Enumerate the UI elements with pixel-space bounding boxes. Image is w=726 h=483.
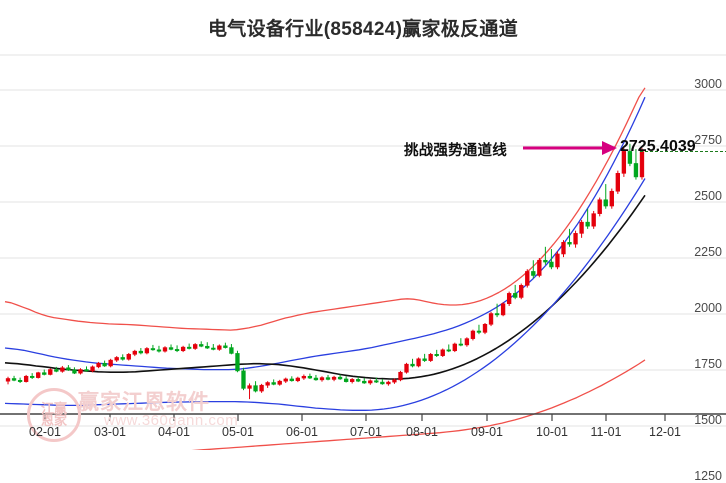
- watermark-seal-text: 江赢恩家: [40, 401, 67, 428]
- y-axis-tick-2500: 2500: [694, 189, 722, 203]
- x-axis-tick-08-01: 08-01: [406, 425, 438, 439]
- x-axis-tick-06-01: 06-01: [286, 425, 318, 439]
- y-axis-tick-1750: 1750: [694, 357, 722, 371]
- watermark-seal-icon: 江赢恩家: [27, 388, 81, 442]
- x-axis-tick-07-01: 07-01: [350, 425, 382, 439]
- x-axis-tick-04-01: 04-01: [158, 425, 190, 439]
- y-axis-tick-2250: 2250: [694, 245, 722, 259]
- last-price-label: 2725.4039: [620, 138, 696, 155]
- x-axis-tick-09-01: 09-01: [471, 425, 503, 439]
- x-axis-tick-05-01: 05-01: [222, 425, 254, 439]
- x-axis-tick-03-01: 03-01: [94, 425, 126, 439]
- y-axis-tick-1500: 1500: [694, 413, 722, 427]
- stock-chart-panel: 电气设备行业(858424)赢家极反通道 江赢恩家 赢家江恩软件 www.360…: [0, 19, 726, 482]
- y-axis-tick-2750: 2750: [694, 133, 722, 147]
- x-axis-tick-11-01: 11-01: [590, 425, 622, 439]
- x-axis-tick-10-01: 10-01: [536, 425, 568, 439]
- y-axis-tick-3000: 3000: [694, 77, 722, 91]
- chart-plot-area: [0, 54, 726, 450]
- annotation-label: 挑战强势通道线: [404, 143, 507, 159]
- y-axis-tick-1250: 1250: [694, 469, 722, 483]
- page-title: 电气设备行业(858424)赢家极反通道: [207, 19, 519, 40]
- x-axis-tick-02-01: 02-01: [29, 425, 61, 439]
- x-axis-tick-12-01: 12-01: [649, 425, 681, 439]
- y-axis-tick-2000: 2000: [694, 301, 722, 315]
- watermark-url: www.360gann.com: [104, 412, 239, 429]
- watermark-brand: 赢家江恩软件: [78, 391, 210, 414]
